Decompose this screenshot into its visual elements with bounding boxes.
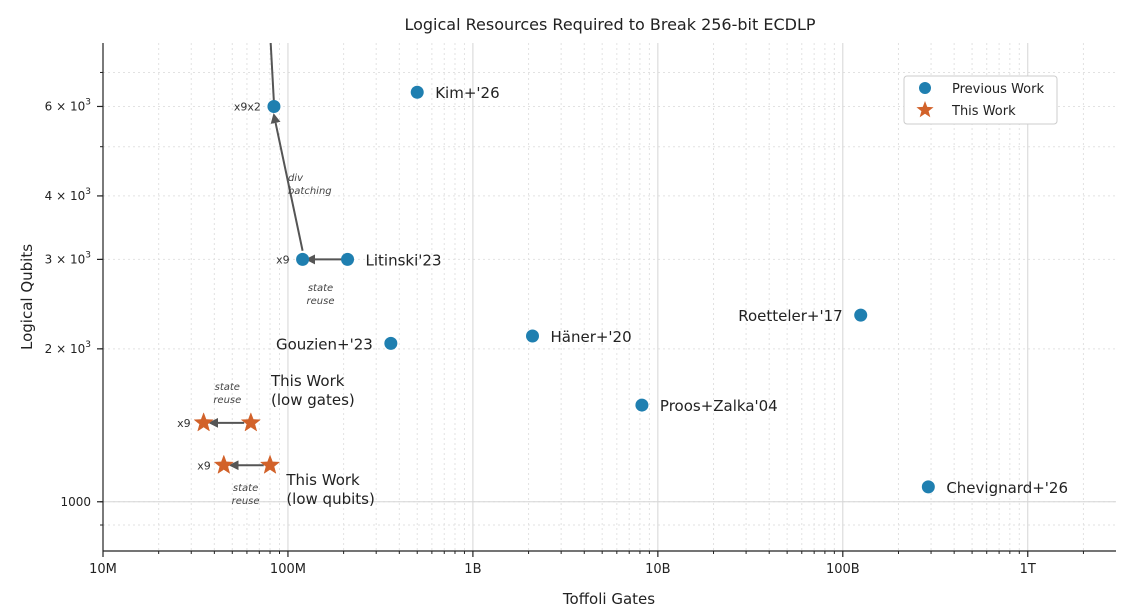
annotation-text: reuse — [232, 496, 260, 507]
group-label: This Work — [270, 372, 345, 390]
arrow-layer — [208, 42, 344, 471]
data-point-this-work — [240, 412, 262, 432]
legend-entry-label: This Work — [951, 104, 1016, 119]
point-label: Gouzien+'23 — [276, 335, 373, 353]
arrow-line — [269, 42, 275, 103]
annotation-text: state — [215, 382, 240, 393]
group-label: (low gates) — [271, 391, 355, 409]
annotation-text: state — [233, 483, 258, 494]
multiplier-label: x9x2 — [234, 100, 261, 113]
annotation-text: reuse — [307, 296, 335, 307]
data-point-previous-work — [410, 85, 424, 99]
x-tick-label: 100B — [826, 562, 860, 577]
data-point-this-work — [213, 454, 234, 474]
x-tick-label: 10B — [645, 562, 670, 577]
group-label: This Work — [285, 471, 360, 489]
legend-box — [903, 75, 1058, 125]
point-label: Proos+Zalka'04 — [660, 397, 778, 415]
multiplier-label: x9 — [276, 253, 290, 266]
data-point-previous-work — [525, 329, 539, 343]
multiplier-label: x9 — [177, 417, 191, 430]
x-tick-label: 1T — [1020, 562, 1036, 577]
data-point-previous-work — [635, 398, 649, 412]
y-tick-label: 6 × 103 — [45, 97, 91, 113]
group-label: (low qubits) — [286, 490, 375, 508]
legend-marker-circle — [919, 82, 931, 94]
annotation-text: div — [288, 173, 304, 184]
chart-title: Logical Resources Required to Break 256-… — [404, 15, 815, 34]
data-point-previous-work — [267, 99, 281, 113]
grid-layer — [103, 43, 1116, 551]
axes-layer: 10M 100M 1B 10B 100B 1T 1000 2 × 103 3 × 103 4 × … — [45, 43, 1116, 577]
data-point-this-work — [259, 454, 281, 474]
legend: Previous Work This Work — [903, 75, 1058, 125]
annotation-text: state — [308, 283, 333, 294]
point-label: Litinski'23 — [366, 251, 442, 269]
legend-entry-label: Previous Work — [952, 82, 1044, 97]
x-axis-label: Toffoli Gates — [562, 590, 655, 608]
point-label: Kim+'26 — [435, 84, 499, 102]
point-label: Häner+'20 — [550, 328, 631, 346]
data-point-previous-work — [341, 252, 355, 266]
points-layer — [193, 85, 935, 494]
multiplier-label: x9 — [197, 459, 211, 472]
point-label: Roetteler+'17 — [738, 307, 843, 325]
data-point-this-work — [193, 412, 214, 432]
y-tick-label: 1000 — [60, 495, 91, 509]
x-tick-label: 1B — [464, 562, 481, 577]
data-point-previous-work — [384, 336, 398, 350]
x-tick-label: 100M — [270, 562, 306, 577]
y-tick-label: 4 × 103 — [45, 187, 91, 203]
data-point-previous-work — [854, 308, 868, 322]
labels-layer: Kim+'26 Litinski'23 Gouzien+'23 Häner+'20 Pr… — [177, 84, 1068, 508]
y-axis-label: Logical Qubits — [18, 244, 36, 350]
annotation-text: reuse — [213, 395, 241, 406]
data-point-previous-work — [296, 252, 310, 266]
annotation-text: batching — [288, 186, 332, 197]
x-tick-label: 10M — [89, 562, 117, 577]
arrow — [270, 113, 304, 251]
legend-marker-star — [916, 101, 934, 118]
point-label: Chevignard+'26 — [946, 479, 1068, 497]
y-tick-label: 2 × 103 — [45, 340, 91, 356]
y-tick-label: 3 × 103 — [45, 250, 91, 266]
data-point-previous-work — [921, 480, 935, 494]
